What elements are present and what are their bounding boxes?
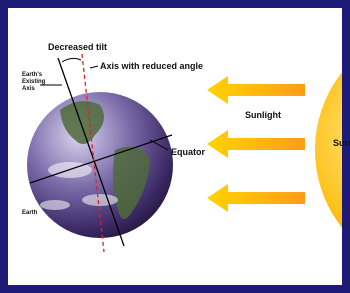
label: Decreased tilt <box>48 42 107 52</box>
label: Earth's <box>22 72 43 78</box>
diagram: Decreased tilt Axis with reduced angle E… <box>0 0 350 293</box>
label: Axis with reduced angle <box>100 61 203 71</box>
label: Equator <box>171 147 205 157</box>
label: Axis <box>22 86 35 92</box>
label: Earth <box>22 210 38 216</box>
label: Sunlight <box>245 110 281 120</box>
label: Sun <box>333 138 350 148</box>
label: Existing <box>22 79 46 85</box>
